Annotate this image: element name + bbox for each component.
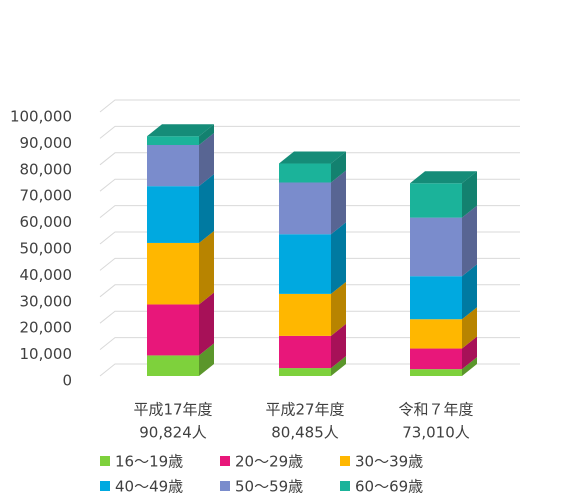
grid-line: [99, 257, 520, 271]
y-tick-label: 20,000: [20, 319, 73, 337]
bar-segment: [279, 234, 331, 294]
legend-label: 20～29歳: [235, 453, 303, 471]
bar-segment: [147, 304, 199, 356]
grid-line: [99, 205, 520, 218]
grid-line: [99, 125, 520, 139]
bar-segment: [147, 136, 199, 145]
bar-segment: [279, 182, 331, 235]
bar-segment-side: [462, 336, 477, 370]
total-label: 90,824人: [139, 424, 207, 442]
legend-swatch: [340, 456, 350, 466]
bar-segment-side: [199, 174, 214, 243]
legend-label: 40～49歳: [115, 478, 183, 496]
bar-segment: [147, 145, 199, 187]
bar-segment-side: [199, 230, 214, 305]
y-tick-label: 100,000: [10, 108, 72, 126]
bar-segment-side: [462, 171, 477, 218]
total-label: 80,485人: [271, 424, 339, 442]
bar-segment-side: [331, 170, 346, 235]
bar-segment: [279, 368, 331, 376]
grid-line: [99, 284, 520, 298]
legend-swatch: [100, 456, 110, 466]
y-tick-label: 0: [62, 372, 72, 390]
bar-segment: [410, 369, 462, 376]
bar-segment: [279, 293, 331, 336]
total-label: 73,010人: [402, 424, 470, 442]
grid-line: [99, 99, 520, 113]
bar-segment-side: [462, 307, 477, 349]
bar-segment-side: [331, 356, 346, 376]
y-tick-label: 70,000: [20, 187, 73, 205]
y-tick-label: 10,000: [20, 345, 73, 363]
bar-segment-side: [462, 264, 477, 320]
x-tick-label: 平成27年度: [265, 401, 344, 419]
bar-segment: [410, 217, 462, 277]
legend-swatch: [220, 456, 230, 466]
bar-segment-side: [199, 343, 214, 376]
bar-top: [147, 124, 214, 137]
y-tick-label: 60,000: [20, 213, 73, 231]
legend-label: 50～59歳: [235, 478, 303, 496]
bar-segment-side: [462, 205, 477, 277]
bar-segment-side: [331, 281, 346, 336]
grid-line: [99, 337, 520, 350]
bar-segment-side: [331, 222, 346, 294]
bar-segment-side: [199, 292, 214, 356]
bar-segment: [147, 355, 199, 376]
bar-segment: [410, 319, 462, 349]
legend-swatch: [100, 481, 110, 491]
grid-line: [99, 363, 520, 377]
legend-swatch: [220, 481, 230, 491]
legend-label: 60～69歳: [355, 478, 423, 496]
grid-line: [99, 178, 520, 192]
legend-swatch: [340, 481, 350, 491]
grid-line: [99, 152, 520, 166]
bar-top: [279, 151, 346, 164]
legend-label: 30～39歳: [355, 453, 423, 471]
bar-segment-side: [331, 151, 346, 183]
x-tick-label: 令和７年度: [398, 401, 473, 419]
y-tick-label: 30,000: [20, 292, 73, 310]
bar-segment: [147, 242, 199, 305]
bar-segment-side: [462, 357, 477, 376]
grid-line: [99, 310, 520, 324]
y-tick-label: 90,000: [20, 134, 73, 152]
bar-segment: [279, 163, 331, 183]
y-tick-label: 80,000: [20, 160, 73, 178]
bar-segment: [410, 348, 462, 370]
bar-top: [410, 171, 477, 184]
bar-segment-side: [199, 124, 214, 145]
y-tick-label: 40,000: [20, 266, 73, 284]
bar-segment-side: [331, 323, 346, 369]
bar-segment: [147, 186, 199, 243]
grid-line: [99, 231, 520, 245]
x-tick-label: 平成17年度: [133, 401, 212, 419]
bar-segment: [410, 183, 462, 218]
bar-segment: [279, 335, 331, 369]
bar-segment-side: [199, 133, 214, 187]
y-tick-label: 50,000: [20, 240, 73, 258]
legend-label: 16～19歳: [115, 453, 183, 471]
bar-segment: [410, 276, 462, 320]
